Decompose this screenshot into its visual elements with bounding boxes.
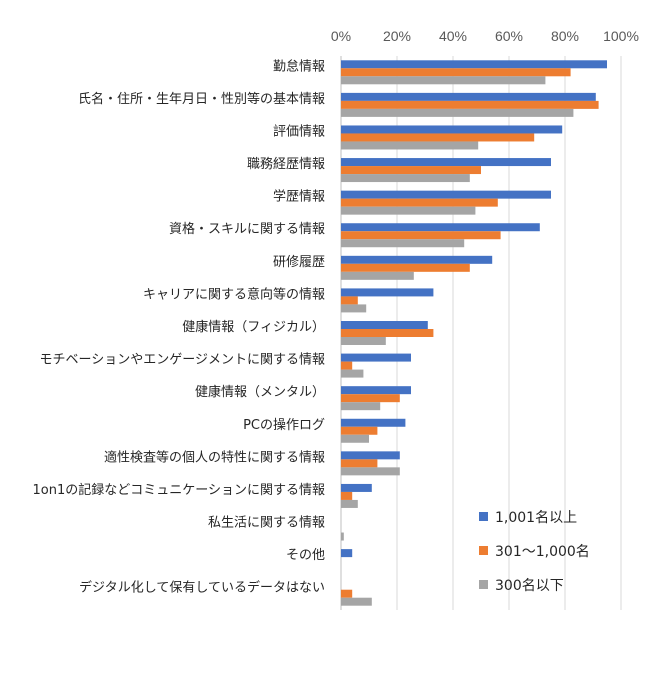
bar — [341, 361, 353, 370]
category-label: 資格・スキルに関する情報 — [169, 221, 325, 237]
category-label: 健康情報（フィジカル） — [182, 319, 325, 335]
legend-swatch — [479, 546, 488, 555]
bar — [341, 288, 434, 297]
bar — [341, 394, 400, 403]
x-tick-label: 80% — [551, 28, 579, 44]
category-label: キャリアに関する意向等の情報 — [143, 286, 325, 302]
bar — [341, 76, 546, 85]
bar — [341, 459, 378, 468]
bar — [341, 223, 540, 232]
x-axis-ticks: 0% 20% 40% 60% 80% 100% — [331, 28, 639, 44]
bar — [341, 532, 344, 541]
bar — [341, 597, 372, 606]
bar — [341, 499, 358, 508]
bar — [341, 402, 381, 411]
category-label: 健康情報（メンタル） — [195, 384, 325, 400]
legend-label: 1,001名以上 — [495, 510, 577, 526]
bar — [341, 255, 493, 264]
bar — [341, 467, 400, 476]
category-label: モチベーションやエンゲージメントに関する情報 — [40, 353, 325, 368]
category-labels: 勤怠情報氏名・住所・生年月日・性別等の基本情報評価情報職務経歴情報学歴情報資格・… — [33, 58, 325, 595]
x-tick-label: 20% — [383, 28, 411, 44]
bar — [341, 133, 535, 142]
bar — [341, 589, 353, 598]
legend: 1,001名以上 301～1,000名 300名以下 — [479, 510, 590, 594]
bar — [341, 231, 501, 240]
category-label: 職務経歴情報 — [247, 157, 325, 172]
bar — [341, 426, 378, 435]
x-tick-label: 100% — [603, 28, 639, 44]
bar — [341, 549, 353, 558]
category-label: 勤怠情報 — [273, 58, 325, 74]
bar — [341, 369, 364, 378]
bar — [341, 239, 465, 248]
category-label: 私生活に関する情報 — [208, 516, 325, 531]
bar — [341, 141, 479, 150]
category-label: 1on1の記録などコミュニケーションに関する情報 — [33, 482, 325, 498]
category-label: 氏名・住所・生年月日・性別等の基本情報 — [78, 91, 325, 107]
bar — [341, 174, 470, 183]
bar — [341, 491, 353, 500]
bar — [341, 304, 367, 313]
bar — [341, 100, 599, 109]
category-label: PCの操作ログ — [243, 417, 325, 433]
bar — [341, 329, 434, 337]
bar — [341, 198, 498, 207]
bar — [341, 166, 481, 175]
bar — [341, 271, 414, 280]
bar — [341, 158, 551, 167]
legend-swatch — [479, 580, 488, 589]
legend-label: 300名以下 — [495, 578, 564, 594]
category-label: 評価情報 — [273, 124, 325, 139]
bar — [341, 386, 411, 395]
bar — [341, 108, 574, 117]
category-label: デジタル化して保有しているデータはない — [79, 580, 325, 596]
x-tick-label: 40% — [439, 28, 467, 44]
bar — [341, 296, 358, 305]
bar — [341, 92, 596, 101]
bar — [341, 353, 411, 362]
x-tick-label: 0% — [331, 28, 351, 44]
bar — [341, 321, 428, 329]
category-label: 適性検査等の個人の特性に関する情報 — [104, 449, 325, 465]
x-tick-label: 60% — [495, 28, 523, 44]
bar — [341, 263, 470, 272]
category-label: 学歴情報 — [273, 189, 325, 205]
category-label: その他 — [286, 548, 325, 563]
bar — [341, 190, 551, 199]
category-label: 研修履歴 — [273, 255, 325, 270]
bar — [341, 418, 406, 427]
bars — [341, 60, 607, 606]
bar — [341, 125, 563, 134]
bar — [341, 206, 476, 215]
legend-swatch — [479, 512, 488, 521]
bar — [341, 451, 400, 460]
bar — [341, 337, 386, 345]
bar — [341, 60, 607, 69]
bar — [341, 483, 372, 492]
legend-label: 301～1,000名 — [495, 544, 590, 560]
bar — [341, 68, 571, 77]
bar — [341, 434, 369, 443]
